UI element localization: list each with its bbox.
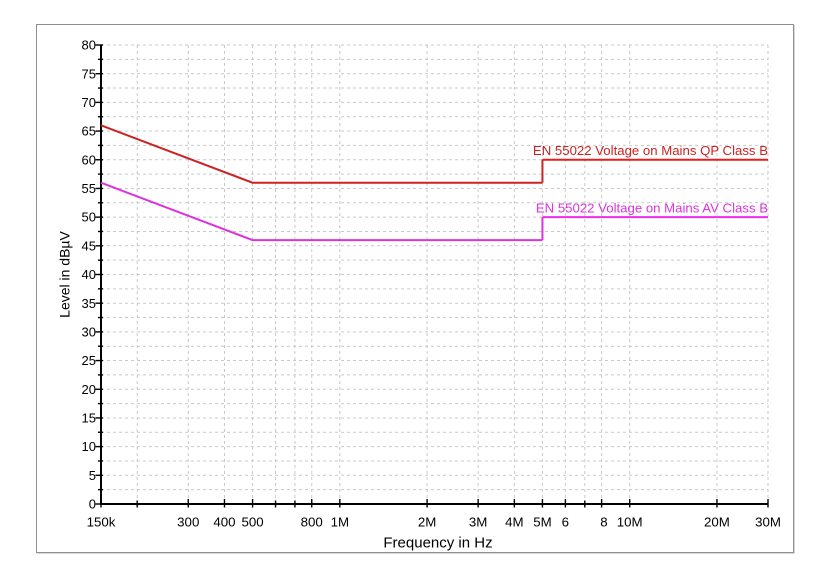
svg-text:40: 40 — [82, 267, 96, 282]
svg-text:30M: 30M — [755, 514, 781, 529]
svg-text:80: 80 — [82, 38, 96, 53]
svg-text:5M: 5M — [533, 514, 551, 529]
svg-text:15: 15 — [82, 411, 96, 426]
svg-text:10: 10 — [82, 439, 96, 454]
svg-text:300: 300 — [177, 514, 199, 529]
svg-text:45: 45 — [82, 238, 96, 253]
svg-text:35: 35 — [82, 296, 96, 311]
svg-text:4M: 4M — [505, 514, 523, 529]
svg-text:60: 60 — [82, 152, 96, 167]
svg-text:5: 5 — [89, 468, 96, 483]
svg-text:400: 400 — [213, 514, 235, 529]
svg-text:1M: 1M — [331, 514, 349, 529]
svg-text:800: 800 — [301, 514, 323, 529]
svg-text:Level in dBµV: Level in dBµV — [57, 231, 73, 318]
svg-text:500: 500 — [241, 514, 263, 529]
svg-text:EN 55022 Voltage on Mains AV C: EN 55022 Voltage on Mains AV Class B — [536, 200, 768, 215]
svg-text:10M: 10M — [617, 514, 643, 529]
svg-text:25: 25 — [82, 353, 96, 368]
svg-text:2M: 2M — [418, 514, 436, 529]
svg-text:8: 8 — [600, 514, 607, 529]
svg-text:50: 50 — [82, 210, 96, 225]
svg-text:0: 0 — [89, 497, 96, 512]
svg-text:20M: 20M — [704, 514, 730, 529]
svg-text:6: 6 — [562, 514, 569, 529]
svg-text:Frequency in Hz: Frequency in Hz — [383, 535, 492, 552]
svg-text:65: 65 — [82, 124, 96, 139]
svg-text:75: 75 — [82, 66, 96, 81]
svg-text:EN 55022 Voltage on Mains QP C: EN 55022 Voltage on Mains QP Class B — [533, 143, 768, 158]
svg-text:150k: 150k — [87, 514, 116, 529]
svg-text:55: 55 — [82, 181, 96, 196]
svg-text:20: 20 — [82, 382, 96, 397]
svg-text:30: 30 — [82, 324, 96, 339]
svg-text:70: 70 — [82, 95, 96, 110]
svg-text:3M: 3M — [469, 514, 487, 529]
